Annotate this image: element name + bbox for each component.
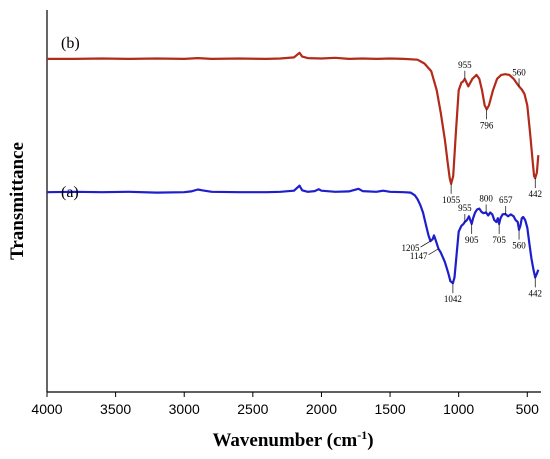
- peak-label-1042: 1042: [444, 294, 462, 304]
- peak-label-955: 955: [458, 203, 472, 213]
- x-tick-label-500: 500: [516, 401, 540, 417]
- x-tick-label-3000: 3000: [169, 401, 200, 417]
- peak-label-560: 560: [512, 67, 526, 77]
- peak-leader: [420, 240, 431, 248]
- peak-label-442: 442: [528, 288, 542, 298]
- x-tick-label-4000: 4000: [31, 401, 62, 417]
- x-tick-label-1500: 1500: [374, 401, 405, 417]
- x-ticks: 4000 3500 3000 2500 2000 1500 1000 500: [31, 392, 539, 417]
- peak-labels: 955 560 796 1055 442 955 800 657 905 705 560 120511…: [402, 60, 542, 304]
- x-tick-label-2500: 2500: [237, 401, 268, 417]
- y-axis-title: Transmittance: [7, 142, 28, 260]
- peak-label-1147: 1147: [410, 251, 428, 261]
- peak-label-955: 955: [458, 60, 472, 70]
- peak-label-705: 705: [492, 235, 506, 245]
- peak-label-657: 657: [499, 195, 513, 205]
- peak-label-1055: 1055: [442, 195, 461, 205]
- series-line-a: [46, 184, 540, 285]
- x-axis-title-main: Wavenumber (cm: [212, 430, 357, 451]
- series-label-b: (b): [61, 35, 80, 52]
- x-tick-label-2000: 2000: [306, 401, 337, 417]
- peak-label-905: 905: [465, 235, 479, 245]
- x-axis-title: Wavenumber (cm-1): [212, 428, 373, 451]
- peak-label-796: 796: [480, 120, 494, 130]
- peak-label-1205: 1205: [402, 243, 421, 253]
- series-layer: [46, 51, 540, 285]
- series-label-a: (a): [61, 184, 79, 201]
- x-tick-label-3500: 3500: [100, 401, 131, 417]
- peak-label-800: 800: [479, 193, 493, 203]
- peak-label-442: 442: [528, 189, 542, 199]
- series-line-b: [47, 51, 540, 185]
- x-axis-title-sup: -1: [357, 428, 367, 442]
- peak-label-560: 560: [512, 241, 526, 251]
- peak-leader: [428, 248, 439, 256]
- x-tick-label-1000: 1000: [443, 401, 474, 417]
- x-axis-title-tail: ): [367, 430, 373, 451]
